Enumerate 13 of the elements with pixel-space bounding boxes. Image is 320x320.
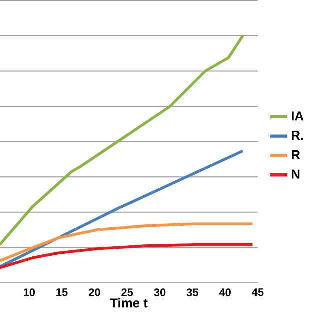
x-tick-label: 10 — [24, 288, 36, 296]
x-axis-title: Time t — [110, 298, 148, 308]
x-tick-label: 35 — [186, 288, 198, 296]
x-tick-label: 30 — [154, 288, 166, 296]
legend-label: R — [292, 150, 300, 160]
x-tick-label: 40 — [219, 288, 231, 296]
legend-label: R. — [292, 131, 304, 140]
x-tick-label: 15 — [56, 288, 68, 296]
x-tick-label: 20 — [88, 288, 100, 296]
legend-label: IA — [292, 112, 304, 121]
x-tick-label: 25 — [122, 288, 134, 296]
legend-label: N — [292, 170, 300, 179]
x-tick-label: 45 — [252, 288, 264, 296]
